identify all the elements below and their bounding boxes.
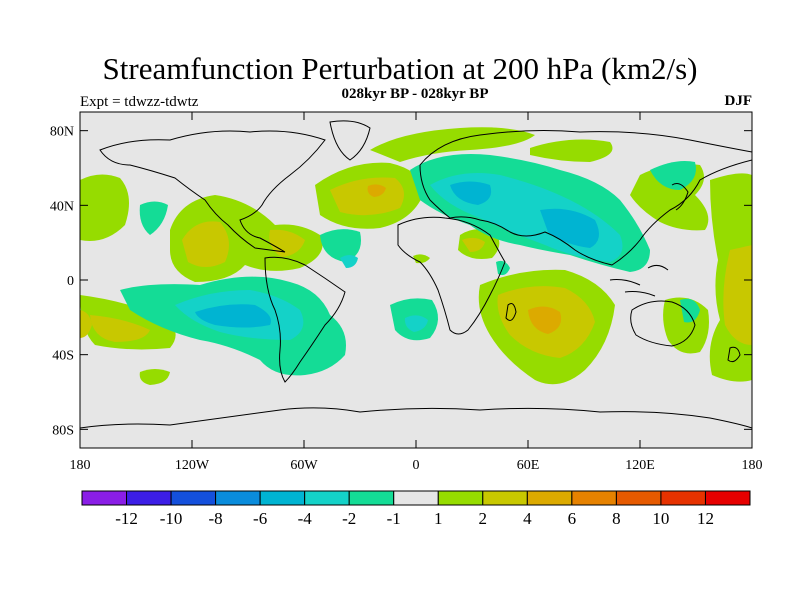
colorbar-label: -6 [253, 509, 267, 528]
contour-neg-4-eurasia [450, 181, 492, 205]
contour-pos-1-nw-pacific [80, 174, 129, 241]
lon-tick-label: 60E [517, 458, 540, 473]
contour-neg-1-madagascar [680, 298, 700, 323]
colorbar-swatch [571, 490, 617, 506]
contour-neg-1-atlantic [320, 229, 361, 262]
season-label: DJF [724, 93, 753, 109]
contour-neg-4-south-america [195, 304, 271, 328]
coast-new-zealand [727, 346, 741, 363]
contour-pos-2-gulf [269, 229, 305, 257]
coast-japan [671, 183, 689, 211]
colorbar-swatch [660, 490, 706, 506]
lat-tick-label: 0 [67, 274, 74, 289]
lat-tick-label: 80S [52, 423, 74, 438]
colorbar-swatch [615, 490, 662, 506]
lat-tick-label: 40S [52, 349, 74, 364]
contour-neg-2-south-atl [404, 315, 428, 332]
coast-greenland [329, 120, 371, 161]
colorbar-swatch [348, 490, 395, 506]
coast-africa [397, 216, 506, 335]
contour-fills [80, 127, 752, 385]
colorbar-swatch [259, 490, 306, 506]
contour-pos-2-south-pacific [90, 315, 150, 342]
lat-tick-label: 80N [50, 125, 74, 140]
map-panel [80, 112, 752, 448]
colorbar-swatch [393, 490, 439, 506]
colorbar: -12 -10 -8 -6 -4 -2 -1 1 2 4 6 8 10 12 [81, 490, 751, 528]
colorbar-swatch [704, 490, 751, 506]
colorbar-label: 6 [568, 509, 577, 528]
colorbar-label: 2 [479, 509, 488, 528]
contour-neg-1-north-pacific [650, 161, 696, 190]
colorbar-label: -12 [115, 509, 138, 528]
colorbar-label: 4 [523, 509, 532, 528]
colorbar-swatch [482, 490, 528, 506]
colorbar-label: 8 [612, 509, 621, 528]
colorbar-label: 10 [652, 509, 669, 528]
coast-south-america [264, 256, 346, 383]
lon-tick-label: 180 [70, 458, 91, 473]
lon-tick-label: 0 [413, 458, 420, 473]
contour-pos-4-atlantic [367, 184, 386, 197]
contour-pos-2-atlantic [330, 177, 404, 216]
coast-antarctica [80, 407, 752, 429]
latitude-axis: 80N 40N 0 40S 80S [50, 125, 752, 438]
coast-indonesia [609, 264, 669, 297]
longitude-axis: 180 120W 60W 0 60E 120E 180 [70, 112, 763, 473]
lon-tick-label: 120E [625, 458, 655, 473]
colorbar-label: -2 [342, 509, 356, 528]
colorbar-swatch [304, 490, 350, 506]
contour-pos-2-north-america [182, 221, 229, 267]
colorbar-swatch [526, 490, 573, 506]
colorbar-label: -4 [298, 509, 313, 528]
coast-eurasia [419, 130, 752, 266]
colorbar-label: -8 [209, 509, 223, 528]
contour-pos-4-indian-ocean [528, 306, 562, 334]
colorbar-swatch [81, 490, 128, 506]
coast-australia [630, 300, 696, 347]
colorbar-swatch [170, 490, 217, 506]
contour-neg-4-asia [540, 208, 599, 248]
colorbar-swatch [126, 490, 172, 506]
lon-tick-label: 180 [742, 458, 763, 473]
colorbar-label: 1 [434, 509, 443, 528]
lat-tick-label: 40N [50, 199, 74, 214]
contour-pos-1-arctic [370, 127, 535, 162]
contour-neg-1-pacific [139, 201, 168, 235]
plot-subtitle: 028kyr BP - 028kyr BP [341, 86, 489, 102]
colorbar-swatch [215, 490, 261, 506]
lon-tick-label: 120W [175, 458, 210, 473]
coast-north-america [99, 130, 326, 253]
contour-neg-2-atlantic [340, 255, 358, 268]
colorbar-label: -10 [160, 509, 183, 528]
coast-madagascar [505, 303, 517, 321]
colorbar-label: -1 [387, 509, 401, 528]
colorbar-label: 12 [697, 509, 714, 528]
lon-tick-label: 60W [290, 458, 318, 473]
contour-pos-2-west-edge [80, 310, 92, 338]
experiment-label: Expt = tdwzz-tdwtz [80, 94, 199, 110]
plot-title: Streamfunction Perturbation at 200 hPa (… [102, 51, 698, 86]
contour-pos-1-ne-pacific [530, 139, 613, 162]
map-background [80, 112, 752, 448]
contour-pos-1-south-pac-2 [139, 369, 170, 385]
coastlines [80, 120, 752, 429]
colorbar-swatch [437, 490, 484, 506]
contour-pos-2-ne-africa [462, 237, 485, 252]
contour-pos-2-east-pacific [723, 245, 752, 345]
